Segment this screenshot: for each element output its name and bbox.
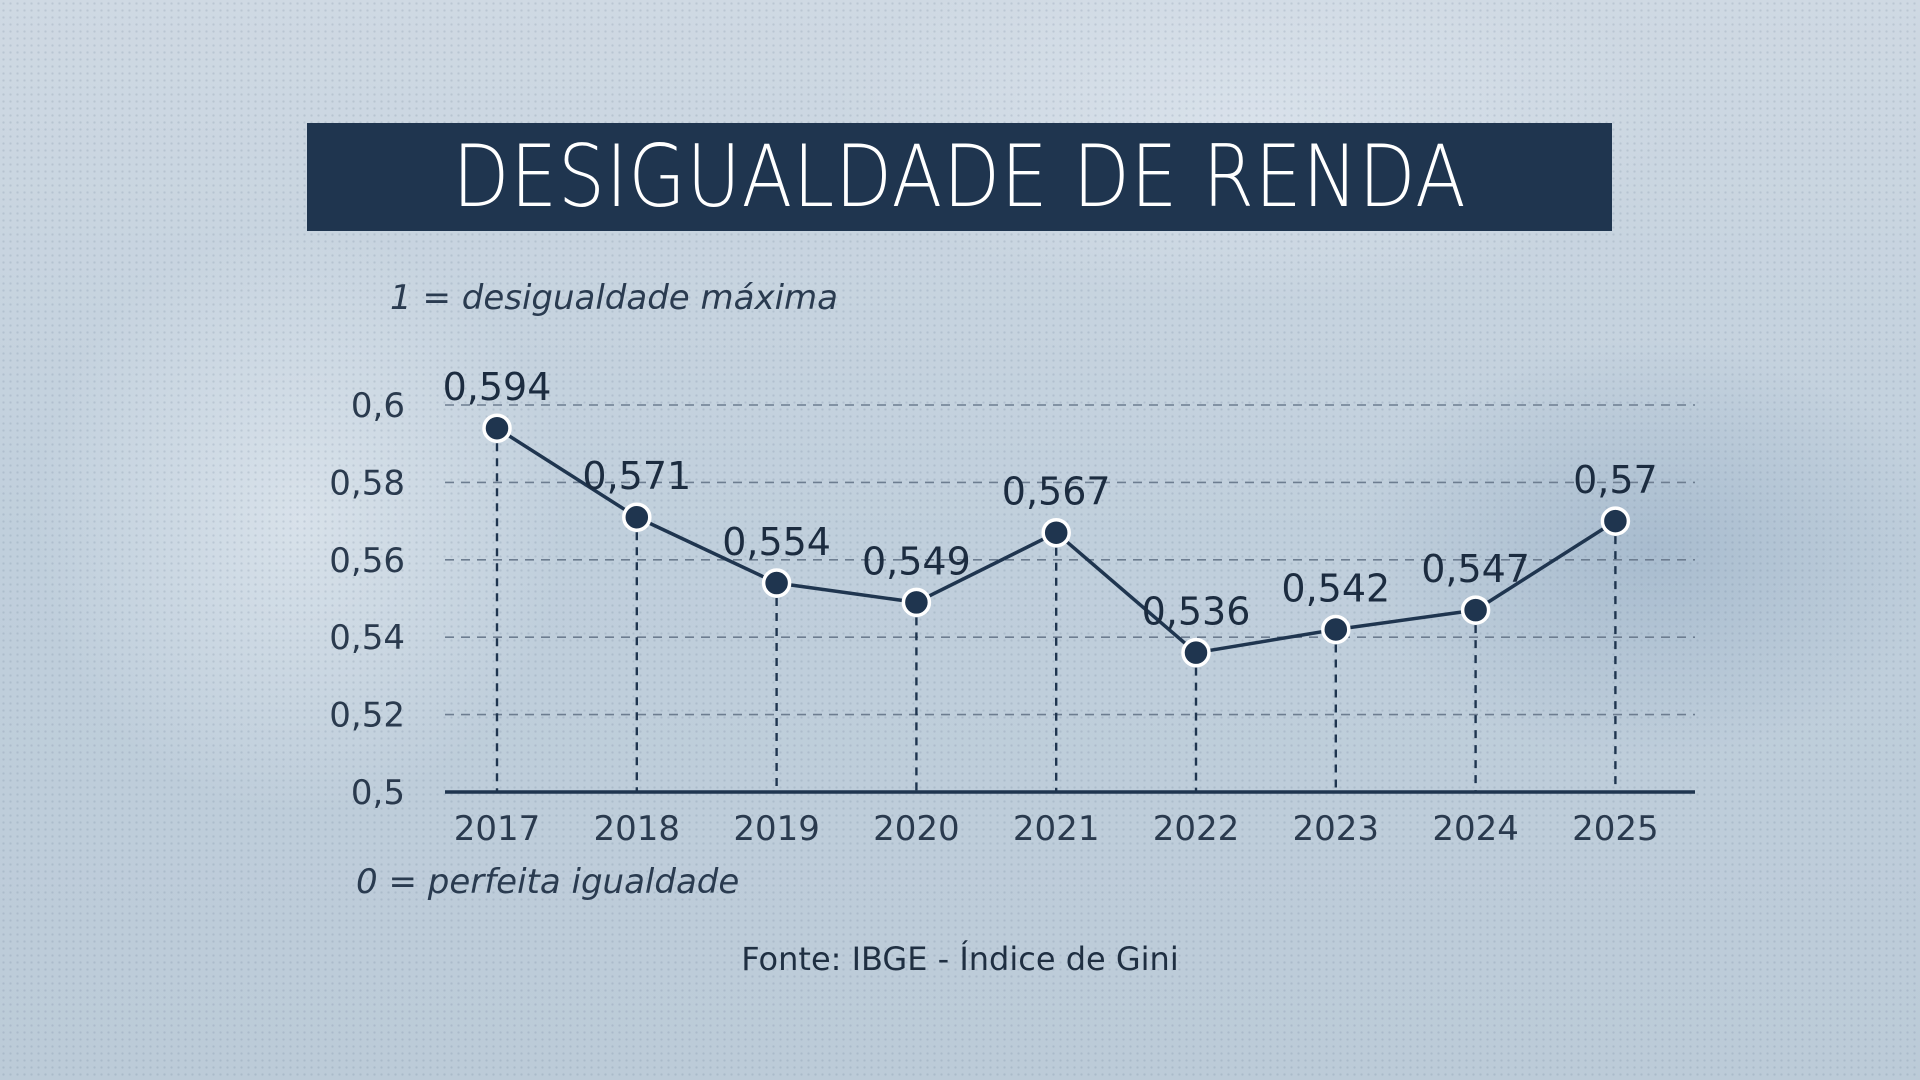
title-banner: DESIGUALDADE DE RENDA bbox=[307, 123, 1612, 231]
source-caption: Fonte: IBGE - Índice de Gini bbox=[741, 940, 1179, 978]
x-axis-ticks: 2017 2018 2019 2020 2021 2022 2023 2024 2025 bbox=[454, 809, 1659, 849]
y-axis-ticks: 0,5 0,52 0,54 0,56 0,58 0,6 bbox=[329, 386, 405, 813]
data-point bbox=[1181, 637, 1211, 668]
data-label: 0,549 bbox=[862, 539, 971, 583]
x-tick-label: 2023 bbox=[1293, 809, 1380, 849]
data-point bbox=[901, 587, 932, 618]
x-tick-label: 2024 bbox=[1432, 809, 1519, 849]
data-label: 0,554 bbox=[722, 520, 831, 564]
chart-title: DESIGUALDADE DE RENDA bbox=[452, 127, 1467, 227]
y-tick-label: 0,6 bbox=[351, 386, 405, 426]
data-point bbox=[1321, 614, 1351, 645]
y-tick-label: 0,52 bbox=[329, 696, 405, 736]
scale-note-min: 0 = perfeita igualdade bbox=[356, 862, 740, 902]
data-labels: 0,594 0,571 0,554 0,549 0,567 0,536 0,542 0,547… bbox=[443, 365, 1658, 633]
x-tick-label: 2020 bbox=[873, 809, 960, 849]
data-label: 0,547 bbox=[1421, 547, 1530, 591]
data-label: 0,571 bbox=[582, 454, 691, 498]
x-tick-label: 2022 bbox=[1153, 809, 1240, 849]
data-label: 0,567 bbox=[1002, 470, 1111, 514]
y-tick-label: 0,56 bbox=[329, 541, 405, 581]
scale-note-max: 1 = desigualdade máxima bbox=[390, 278, 839, 318]
data-label: 0,594 bbox=[443, 365, 552, 409]
data-label: 0,57 bbox=[1573, 458, 1658, 502]
x-tick-label: 2018 bbox=[594, 809, 681, 849]
gridlines bbox=[445, 404, 1695, 716]
data-point bbox=[622, 502, 652, 532]
x-tick-label: 2017 bbox=[454, 809, 541, 849]
markers bbox=[482, 413, 1631, 668]
x-tick-label: 2019 bbox=[733, 809, 820, 849]
x-tick-label: 2021 bbox=[1013, 809, 1100, 849]
x-tick-label: 2025 bbox=[1572, 809, 1659, 849]
data-label: 0,542 bbox=[1281, 566, 1390, 610]
data-point bbox=[761, 568, 792, 598]
data-point bbox=[1041, 517, 1071, 548]
data-label: 0,536 bbox=[1142, 590, 1251, 634]
drop-lines bbox=[495, 428, 1617, 792]
y-tick-label: 0,5 bbox=[351, 773, 405, 813]
data-point bbox=[1460, 595, 1491, 625]
y-tick-label: 0,54 bbox=[329, 618, 405, 658]
data-point bbox=[1600, 506, 1631, 536]
y-tick-label: 0,58 bbox=[329, 463, 405, 503]
data-point bbox=[482, 413, 512, 443]
